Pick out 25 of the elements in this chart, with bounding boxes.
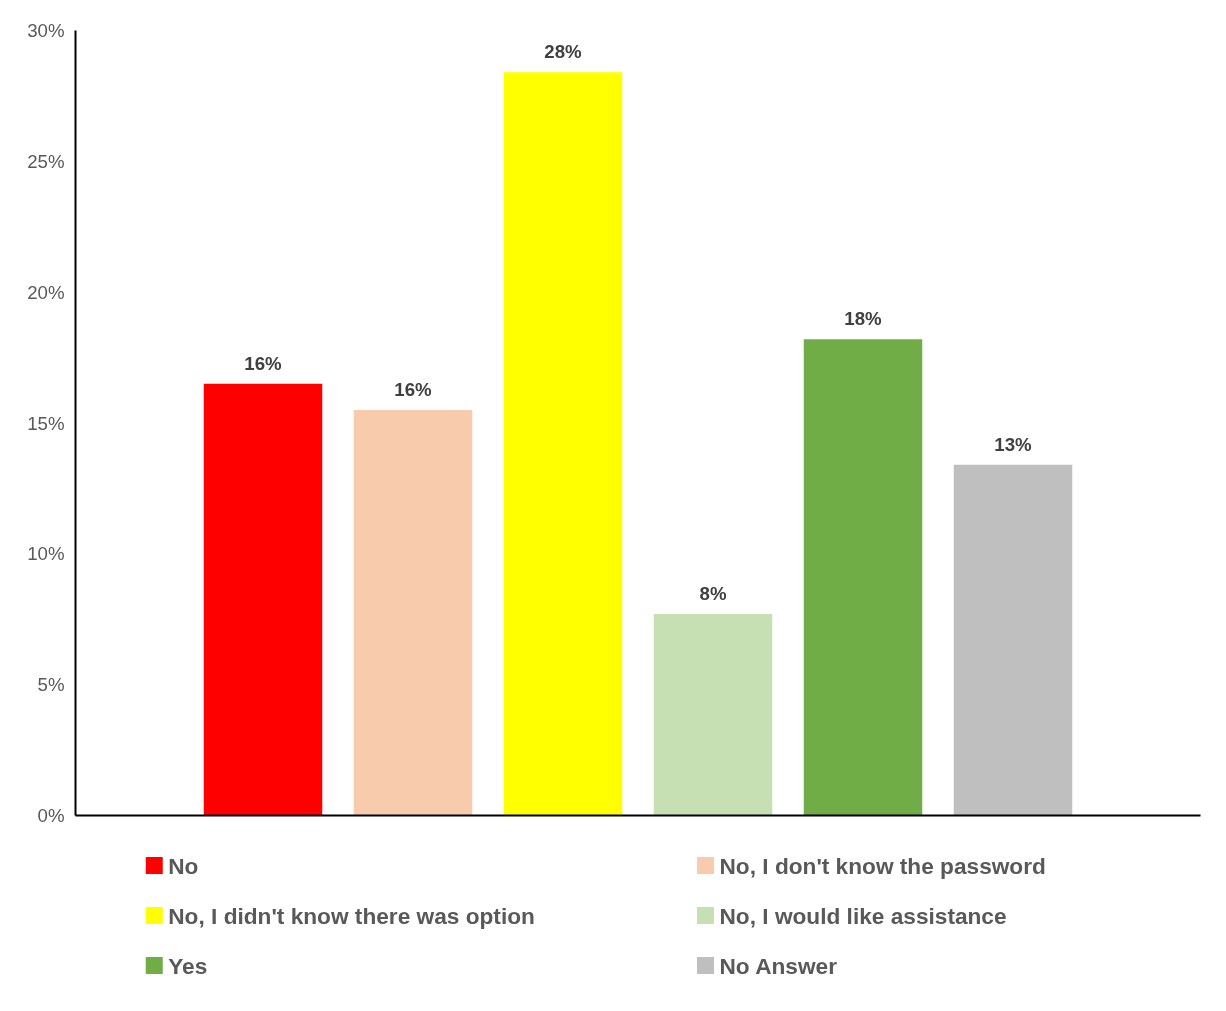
bar	[953, 464, 1073, 816]
legend-label: No Answer	[719, 952, 838, 979]
data-label: 16%	[244, 352, 283, 374]
y-tick-label: 10%	[27, 543, 65, 565]
data-label: 16%	[394, 378, 433, 400]
legend-label: Yes	[168, 952, 208, 979]
y-tick-label: 25%	[27, 150, 65, 172]
legend-label: No	[168, 852, 199, 879]
y-tick-label: 30%	[27, 20, 65, 41]
data-label: 18%	[844, 308, 883, 330]
legend-label: No, I would like assistance	[719, 902, 1007, 929]
legend-label: No, I didn't know there was option	[168, 902, 535, 929]
y-tick-label: 0%	[37, 805, 65, 826]
y-tick-label: 5%	[37, 674, 65, 696]
data-label: 28%	[544, 41, 583, 63]
bar	[353, 409, 473, 816]
bar	[503, 72, 623, 816]
bar	[653, 614, 773, 816]
y-tick-label: 20%	[27, 281, 65, 303]
data-label: 13%	[994, 433, 1033, 455]
bar	[203, 383, 323, 816]
data-label: 8%	[699, 583, 727, 605]
bar	[803, 339, 923, 816]
legend-label: No, I don't know the password	[719, 852, 1046, 879]
y-tick-label: 15%	[27, 412, 65, 434]
